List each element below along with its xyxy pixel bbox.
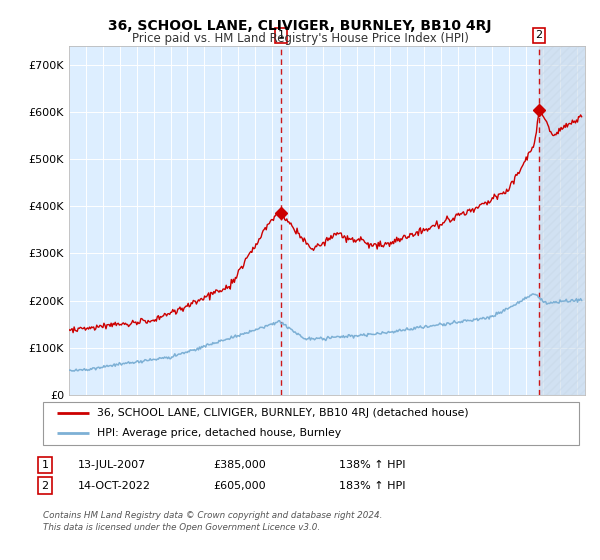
Text: 2: 2: [536, 30, 543, 40]
Text: 14-OCT-2022: 14-OCT-2022: [78, 480, 151, 491]
Text: £605,000: £605,000: [213, 480, 266, 491]
Text: Price paid vs. HM Land Registry's House Price Index (HPI): Price paid vs. HM Land Registry's House …: [131, 32, 469, 45]
Text: 2: 2: [41, 480, 49, 491]
Text: Contains HM Land Registry data © Crown copyright and database right 2024.: Contains HM Land Registry data © Crown c…: [43, 511, 383, 520]
Text: 36, SCHOOL LANE, CLIVIGER, BURNLEY, BB10 4RJ (detached house): 36, SCHOOL LANE, CLIVIGER, BURNLEY, BB10…: [97, 408, 469, 418]
Text: HPI: Average price, detached house, Burnley: HPI: Average price, detached house, Burn…: [97, 428, 341, 438]
Text: 1: 1: [41, 460, 49, 470]
Text: 36, SCHOOL LANE, CLIVIGER, BURNLEY, BB10 4RJ: 36, SCHOOL LANE, CLIVIGER, BURNLEY, BB10…: [108, 18, 492, 32]
Bar: [539, 46, 600, 395]
FancyBboxPatch shape: [43, 402, 579, 445]
Text: 1: 1: [277, 30, 284, 40]
Text: 138% ↑ HPI: 138% ↑ HPI: [339, 460, 406, 470]
Text: 183% ↑ HPI: 183% ↑ HPI: [339, 480, 406, 491]
Text: This data is licensed under the Open Government Licence v3.0.: This data is licensed under the Open Gov…: [43, 523, 320, 532]
Text: 13-JUL-2007: 13-JUL-2007: [78, 460, 146, 470]
Text: £385,000: £385,000: [213, 460, 266, 470]
